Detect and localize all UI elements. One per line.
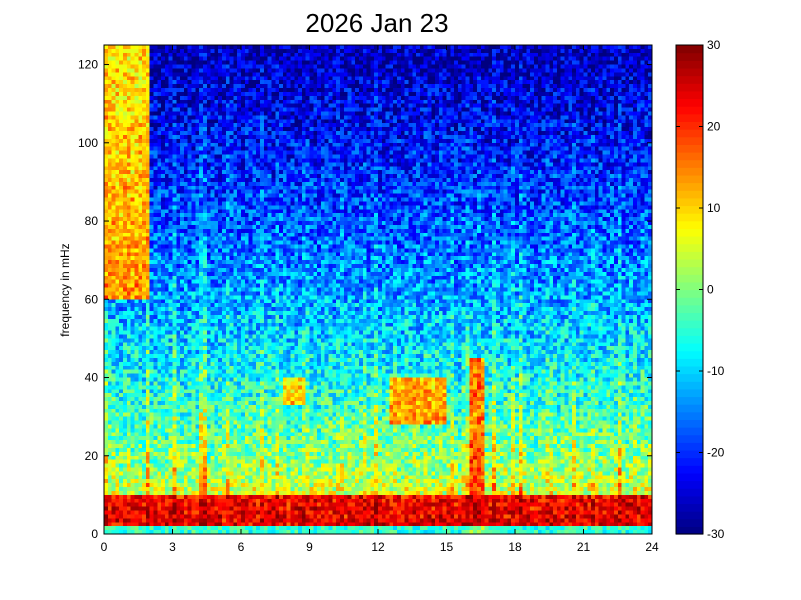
colorbar-segment: [676, 182, 703, 191]
x-tick-label: 18: [508, 540, 522, 554]
colorbar-segment: [676, 98, 703, 107]
colorbar-segment: [676, 121, 703, 130]
y-axis: 0 20 40 60 80 100 120: [78, 58, 652, 541]
colorbar-tick-label: 10: [707, 201, 721, 215]
colorbar-tick-label: 30: [707, 38, 721, 52]
spectrogram-image: [104, 45, 652, 534]
colorbar-segment: [676, 243, 703, 252]
colorbar-segment: [676, 258, 703, 268]
colorbar-segment: [676, 136, 703, 145]
colorbar-segment: [676, 312, 703, 321]
colorbar-segment: [676, 526, 703, 535]
chart-title: 2026 Jan 23: [305, 8, 448, 38]
x-tick-label: 6: [238, 540, 245, 554]
x-tick-label: 15: [440, 540, 454, 554]
colorbar-segment: [676, 350, 703, 359]
colorbar-segment: [676, 442, 703, 451]
colorbar-segment: [676, 365, 703, 375]
colorbar-segment: [676, 213, 703, 222]
y-tick-label: 80: [85, 214, 99, 228]
colorbar-segment: [676, 129, 703, 138]
colorbar-segment: [676, 342, 703, 352]
colorbar-segment: [676, 90, 703, 100]
x-tick-label: 0: [101, 540, 108, 554]
colorbar-segment: [676, 159, 703, 168]
colorbar-tick-label: -10: [707, 364, 725, 378]
y-tick-label: 120: [78, 58, 98, 72]
colorbar-segment: [676, 205, 703, 214]
colorbar-segment: [676, 197, 703, 207]
colorbar-segment: [676, 518, 703, 527]
colorbar-segment: [676, 472, 703, 482]
colorbar-segment: [676, 83, 703, 92]
colorbar-segment: [676, 52, 703, 61]
colorbar-axis: -30 -20 -10 0 10 20 30: [676, 38, 725, 541]
y-tick-label: 0: [91, 527, 98, 541]
colorbar-segment: [676, 434, 703, 443]
x-tick-label: 24: [645, 540, 659, 554]
colorbar-segment: [676, 320, 703, 329]
y-tick-label: 20: [85, 449, 99, 463]
y-tick-label: 40: [85, 371, 99, 385]
colorbar-tick-label: -30: [707, 527, 725, 541]
colorbar-segment: [676, 266, 703, 275]
colorbar-segment: [676, 220, 703, 229]
colorbar-segment: [676, 488, 703, 497]
colorbar-segment: [676, 335, 703, 344]
colorbar-segment: [676, 427, 703, 436]
colorbar-segment: [676, 281, 703, 291]
colorbar-segment: [676, 465, 703, 474]
colorbar-segment: [676, 274, 703, 283]
colorbar-segment: [676, 511, 703, 520]
colorbar-segment: [676, 289, 703, 298]
colorbar-segment: [676, 113, 703, 123]
colorbar-segment: [676, 75, 703, 84]
colorbar-segment: [676, 236, 703, 245]
colorbar-segment: [676, 411, 703, 420]
colorbar-segment: [676, 457, 703, 466]
colorbar-tick-label: 0: [707, 283, 714, 297]
colorbar-segment: [676, 174, 703, 184]
colorbar-segment: [676, 228, 703, 237]
colorbar-segment: [676, 449, 703, 459]
colorbar-tick-label: -20: [707, 446, 725, 460]
colorbar-segment: [676, 190, 703, 199]
colorbar-segment: [676, 381, 703, 390]
x-axis: 0 3 6 9 12 15 18 21 24: [101, 45, 659, 554]
x-tick-label: 12: [371, 540, 385, 554]
y-tick-label: 100: [78, 136, 98, 150]
colorbar-segment: [676, 167, 703, 176]
colorbar-segment: [676, 297, 703, 306]
colorbar-segment: [676, 45, 703, 54]
colorbar-segment: [676, 151, 703, 161]
colorbar-segment: [676, 404, 703, 413]
colorbar-segment: [676, 373, 703, 382]
colorbar-segment: [676, 495, 703, 505]
colorbar-segment: [676, 358, 703, 367]
x-tick-label: 9: [306, 540, 313, 554]
colorbar: [676, 45, 703, 535]
colorbar-segment: [676, 144, 703, 153]
y-tick-label: 60: [85, 292, 99, 306]
colorbar-segment: [676, 60, 703, 69]
colorbar-segment: [676, 396, 703, 405]
colorbar-segment: [676, 327, 703, 336]
colorbar-segment: [676, 304, 703, 314]
x-tick-label: 3: [169, 540, 176, 554]
plot-area: [104, 45, 652, 534]
colorbar-tick-label: 20: [707, 120, 721, 134]
colorbar-segment: [676, 67, 703, 77]
colorbar-segment: [676, 419, 703, 428]
colorbar-segment: [676, 503, 703, 512]
colorbar-segment: [676, 388, 703, 398]
y-axis-label: frequency in mHz: [58, 243, 72, 336]
colorbar-segment: [676, 480, 703, 489]
x-tick-label: 21: [577, 540, 591, 554]
colorbar-segment: [676, 251, 703, 260]
colorbar-segment: [676, 106, 703, 115]
